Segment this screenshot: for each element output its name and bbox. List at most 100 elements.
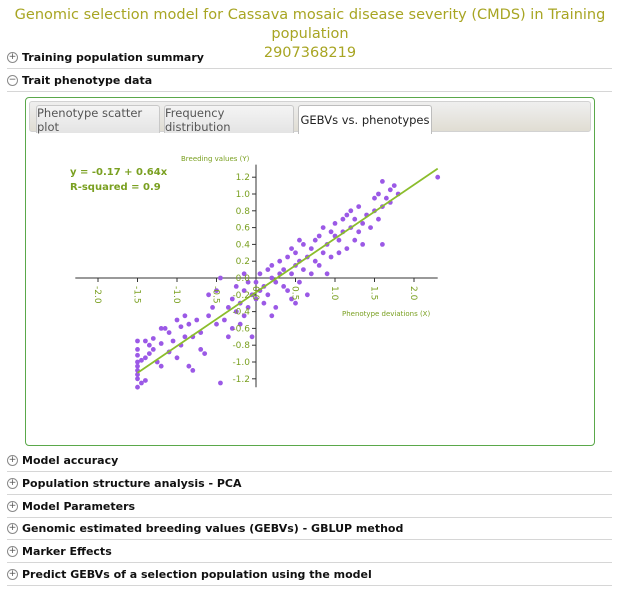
data-point: [214, 321, 219, 327]
section-predict-gebvs[interactable]: + Predict GEBVs of a selection populatio…: [7, 564, 612, 586]
section-label: Marker Effects: [22, 545, 112, 558]
data-point: [158, 326, 164, 331]
data-point: [376, 216, 381, 222]
data-point: [265, 267, 271, 272]
data-point: [316, 263, 322, 268]
plus-icon: +: [7, 569, 18, 580]
data-point: [281, 267, 287, 272]
chart-axes: [75, 164, 438, 388]
data-point: [178, 324, 184, 330]
data-point: [257, 271, 263, 277]
data-point: [139, 380, 144, 386]
data-point: [210, 305, 215, 310]
plus-icon: +: [7, 455, 18, 466]
data-point: [245, 305, 251, 310]
data-point: [277, 258, 283, 264]
section-marker-effects[interactable]: + Marker Effects: [7, 541, 612, 563]
data-point: [182, 334, 188, 340]
data-point: [214, 288, 219, 293]
data-point: [206, 313, 212, 319]
data-point: [241, 313, 247, 319]
section-label: Predict GEBVs of a selection population …: [22, 568, 372, 581]
data-point: [316, 233, 322, 239]
section-gebvs-gblup[interactable]: + Genomic estimated breeding values (GEB…: [7, 518, 612, 540]
data-point: [380, 179, 385, 184]
data-point: [293, 250, 298, 256]
data-point: [297, 279, 302, 285]
section-label: Training population summary: [22, 51, 204, 64]
data-point: [360, 242, 366, 247]
data-point: [198, 347, 204, 352]
data-point: [229, 296, 235, 302]
section-training-population-summary[interactable]: + Training population summary: [7, 47, 612, 69]
x-tick-label: 1.5: [369, 286, 379, 300]
y-tick-label: 0.8: [236, 207, 251, 217]
data-point: [285, 288, 290, 293]
regression-line: [136, 167, 439, 374]
y-tick-label: 0.4: [236, 240, 251, 250]
data-point: [135, 338, 140, 344]
data-point: [273, 305, 279, 310]
data-point: [190, 368, 196, 373]
section-label: Population structure analysis - PCA: [22, 477, 242, 490]
data-point: [269, 313, 275, 319]
data-point: [360, 221, 366, 226]
data-point: [344, 246, 350, 252]
plus-icon: +: [7, 501, 18, 512]
r-squared-label: R-squared = 0.9: [70, 182, 161, 193]
tab-phenotype-scatter-plot[interactable]: Phenotype scatter plot: [36, 105, 160, 134]
data-point: [297, 237, 302, 243]
data-point: [135, 372, 140, 377]
section-model-parameters[interactable]: + Model Parameters: [7, 496, 612, 518]
section-model-accuracy[interactable]: + Model accuracy: [7, 450, 612, 472]
data-point: [143, 338, 148, 344]
x-tick-label: -0.5: [211, 286, 221, 304]
data-point: [383, 195, 389, 201]
data-point: [158, 363, 164, 369]
plus-icon: +: [7, 52, 18, 63]
data-point: [162, 326, 168, 331]
data-point: [253, 296, 259, 302]
data-point: [253, 279, 259, 285]
data-point: [158, 341, 164, 346]
page-title: Genomic selection model for Cassava mosa…: [0, 6, 620, 63]
data-point: [348, 208, 354, 214]
y-tick-label: 0.2: [236, 257, 250, 267]
data-point: [301, 267, 306, 272]
minus-icon: −: [7, 75, 18, 86]
data-point: [324, 271, 330, 277]
y-axis-label: Breeding values (Y): [181, 155, 250, 163]
data-point: [368, 225, 373, 230]
tab-frequency-distribution[interactable]: Frequency distribution: [164, 105, 294, 134]
y-tick-label: -1.0: [232, 358, 250, 368]
data-point: [135, 376, 140, 382]
data-point: [301, 242, 306, 247]
plus-icon: +: [7, 478, 18, 489]
data-point: [135, 359, 140, 365]
x-tick-label: 0.5: [290, 286, 300, 300]
y-tick-label: -0.4: [232, 308, 250, 318]
data-point: [249, 334, 255, 340]
data-point: [320, 225, 326, 230]
data-point: [312, 237, 318, 243]
y-tick-label: -1.2: [232, 375, 250, 385]
section-label: Genomic estimated breeding values (GEBVs…: [22, 522, 404, 535]
y-tick-label: -0.6: [232, 324, 250, 334]
data-point: [269, 263, 275, 268]
section-label: Model accuracy: [22, 454, 119, 467]
section-label: Trait phenotype data: [22, 74, 153, 87]
data-point: [143, 378, 148, 383]
data-point: [289, 246, 294, 252]
data-point: [233, 309, 239, 314]
data-point: [139, 357, 144, 363]
tab-gebvs-vs-phenotypes[interactable]: GEBVs vs. phenotypes: [298, 105, 432, 134]
section-trait-phenotype-data[interactable]: − Trait phenotype data: [7, 70, 612, 92]
section-population-structure-pca[interactable]: + Population structure analysis - PCA: [7, 473, 612, 495]
x-tick-label: 1.0: [329, 286, 339, 301]
data-point: [352, 237, 358, 243]
data-point: [289, 271, 294, 277]
x-axis-label: Phenotype deviations (X): [342, 310, 430, 318]
data-point: [218, 275, 223, 281]
plus-icon: +: [7, 523, 18, 534]
y-tick-label: 0.6: [236, 224, 251, 234]
